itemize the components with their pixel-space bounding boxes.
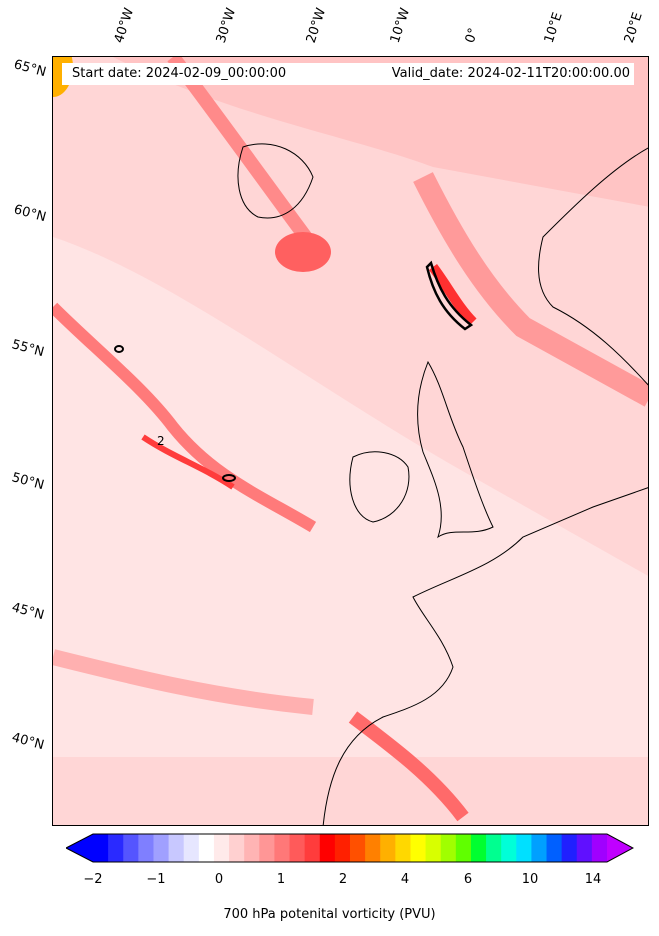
colorbar-swatch — [455, 834, 472, 862]
pv-filament-atlantic — [53, 302, 317, 533]
colorbar-swatch — [304, 834, 321, 862]
lat-label-65: 65°N — [12, 57, 48, 81]
colorbar-swatch — [531, 834, 548, 862]
colorbar-swatch — [123, 834, 139, 862]
contour-2pvu-west — [114, 345, 124, 353]
colorbar-swatch — [213, 834, 230, 862]
pv-north-band — [113, 57, 648, 207]
lat-label-55: 55°N — [10, 337, 46, 361]
colorbar-swatch — [365, 834, 381, 862]
colorbar-swatch — [576, 834, 593, 862]
map-panel: 2 — [52, 56, 649, 826]
coastline-scandinavia — [538, 147, 648, 386]
pv-filament-north — [167, 57, 319, 252]
colorbar-tick: 1 — [276, 872, 286, 887]
colorbar-under-arrow — [66, 834, 93, 862]
colorbar-tick: −2 — [83, 872, 103, 887]
colorbar-swatch — [591, 834, 608, 862]
colorbar-swatch — [198, 834, 215, 862]
colorbar-tick: 0 — [214, 872, 224, 887]
lon-label-20e: 20°E — [621, 10, 646, 46]
colorbar-swatch — [395, 834, 411, 862]
colorbar-tick: −1 — [146, 872, 166, 887]
coastline-ireland — [349, 451, 410, 523]
colorbar-swatch — [516, 834, 532, 862]
colorbar-swatch — [546, 834, 563, 862]
colorbar-swatch — [183, 834, 200, 862]
colorbar-swatch — [425, 834, 442, 862]
lon-label-0: 0° — [462, 26, 482, 45]
colorbar-swatch — [108, 834, 124, 862]
colorbar-swatch — [153, 834, 170, 862]
colorbar-tick: 2 — [338, 872, 348, 887]
colorbar-over-arrow — [607, 834, 633, 862]
lat-label-40: 40°N — [10, 730, 46, 754]
start-date: Start date: 2024-02-09_00:00:00 — [72, 66, 287, 81]
contour-2pvu-north-sea — [425, 260, 474, 331]
lat-label-45: 45°N — [10, 600, 46, 624]
lon-label-10w: 10°W — [387, 6, 414, 45]
colorbar-tick: 6 — [463, 872, 473, 887]
colorbar-swatch — [93, 834, 109, 862]
pv-vortex-iceland — [275, 232, 331, 272]
colorbar-outline — [66, 833, 634, 863]
colorbar-swatch — [229, 834, 245, 862]
colorbar-swatch — [334, 834, 351, 862]
date-info-bar: Start date: 2024-02-09_00:00:00 Valid_da… — [62, 63, 634, 85]
pv-max-north-sea — [428, 264, 477, 326]
coastline-great-britain — [417, 360, 494, 539]
colorbar-tick: 4 — [400, 872, 410, 887]
colorbar-swatch — [501, 834, 517, 862]
colorbar-title: 700 hPa potenital vorticity (PVU) — [223, 907, 436, 922]
colorbar-swatch — [380, 834, 396, 862]
colorbar-swatch — [470, 834, 487, 862]
lon-label-40w: 40°W — [111, 6, 138, 45]
colorbar-tick: 10 — [521, 872, 539, 887]
lon-label-10e: 10°E — [541, 10, 566, 46]
colorbar-swatch — [259, 834, 275, 862]
lat-label-50: 50°N — [10, 470, 46, 494]
pv-filament-south — [53, 649, 314, 715]
colorbar-swatch — [168, 834, 185, 862]
colorbar-swatch — [289, 834, 306, 862]
colorbar-swatch — [486, 834, 502, 862]
pv-filament-norway — [413, 172, 648, 407]
lon-label-20w: 20°W — [303, 6, 330, 45]
colorbar-tick: 14 — [584, 872, 602, 887]
contour-label: 2 — [157, 434, 165, 448]
colorbar-swatch — [138, 834, 154, 862]
colorbar-swatch — [319, 834, 336, 862]
pv-map: 2 — [53, 57, 648, 825]
coastline-iceland — [237, 143, 314, 219]
colorbar-swatch — [350, 834, 366, 862]
colorbar-swatch — [244, 834, 260, 862]
pv-filament-core — [141, 434, 235, 490]
valid-date: Valid_date: 2024-02-11T20:00:00.00 — [391, 66, 630, 81]
lat-label-60: 60°N — [12, 202, 48, 226]
pv-weak-area — [53, 237, 648, 757]
colorbar-swatch — [410, 834, 427, 862]
colorbar-swatch — [561, 834, 578, 862]
colorbar-swatch — [274, 834, 291, 862]
coastline-europe — [322, 487, 648, 825]
colorbar — [66, 833, 634, 863]
colorbar-swatch — [440, 834, 457, 862]
lon-label-30w: 30°W — [213, 6, 240, 45]
contour-2pvu-mid — [222, 474, 236, 482]
